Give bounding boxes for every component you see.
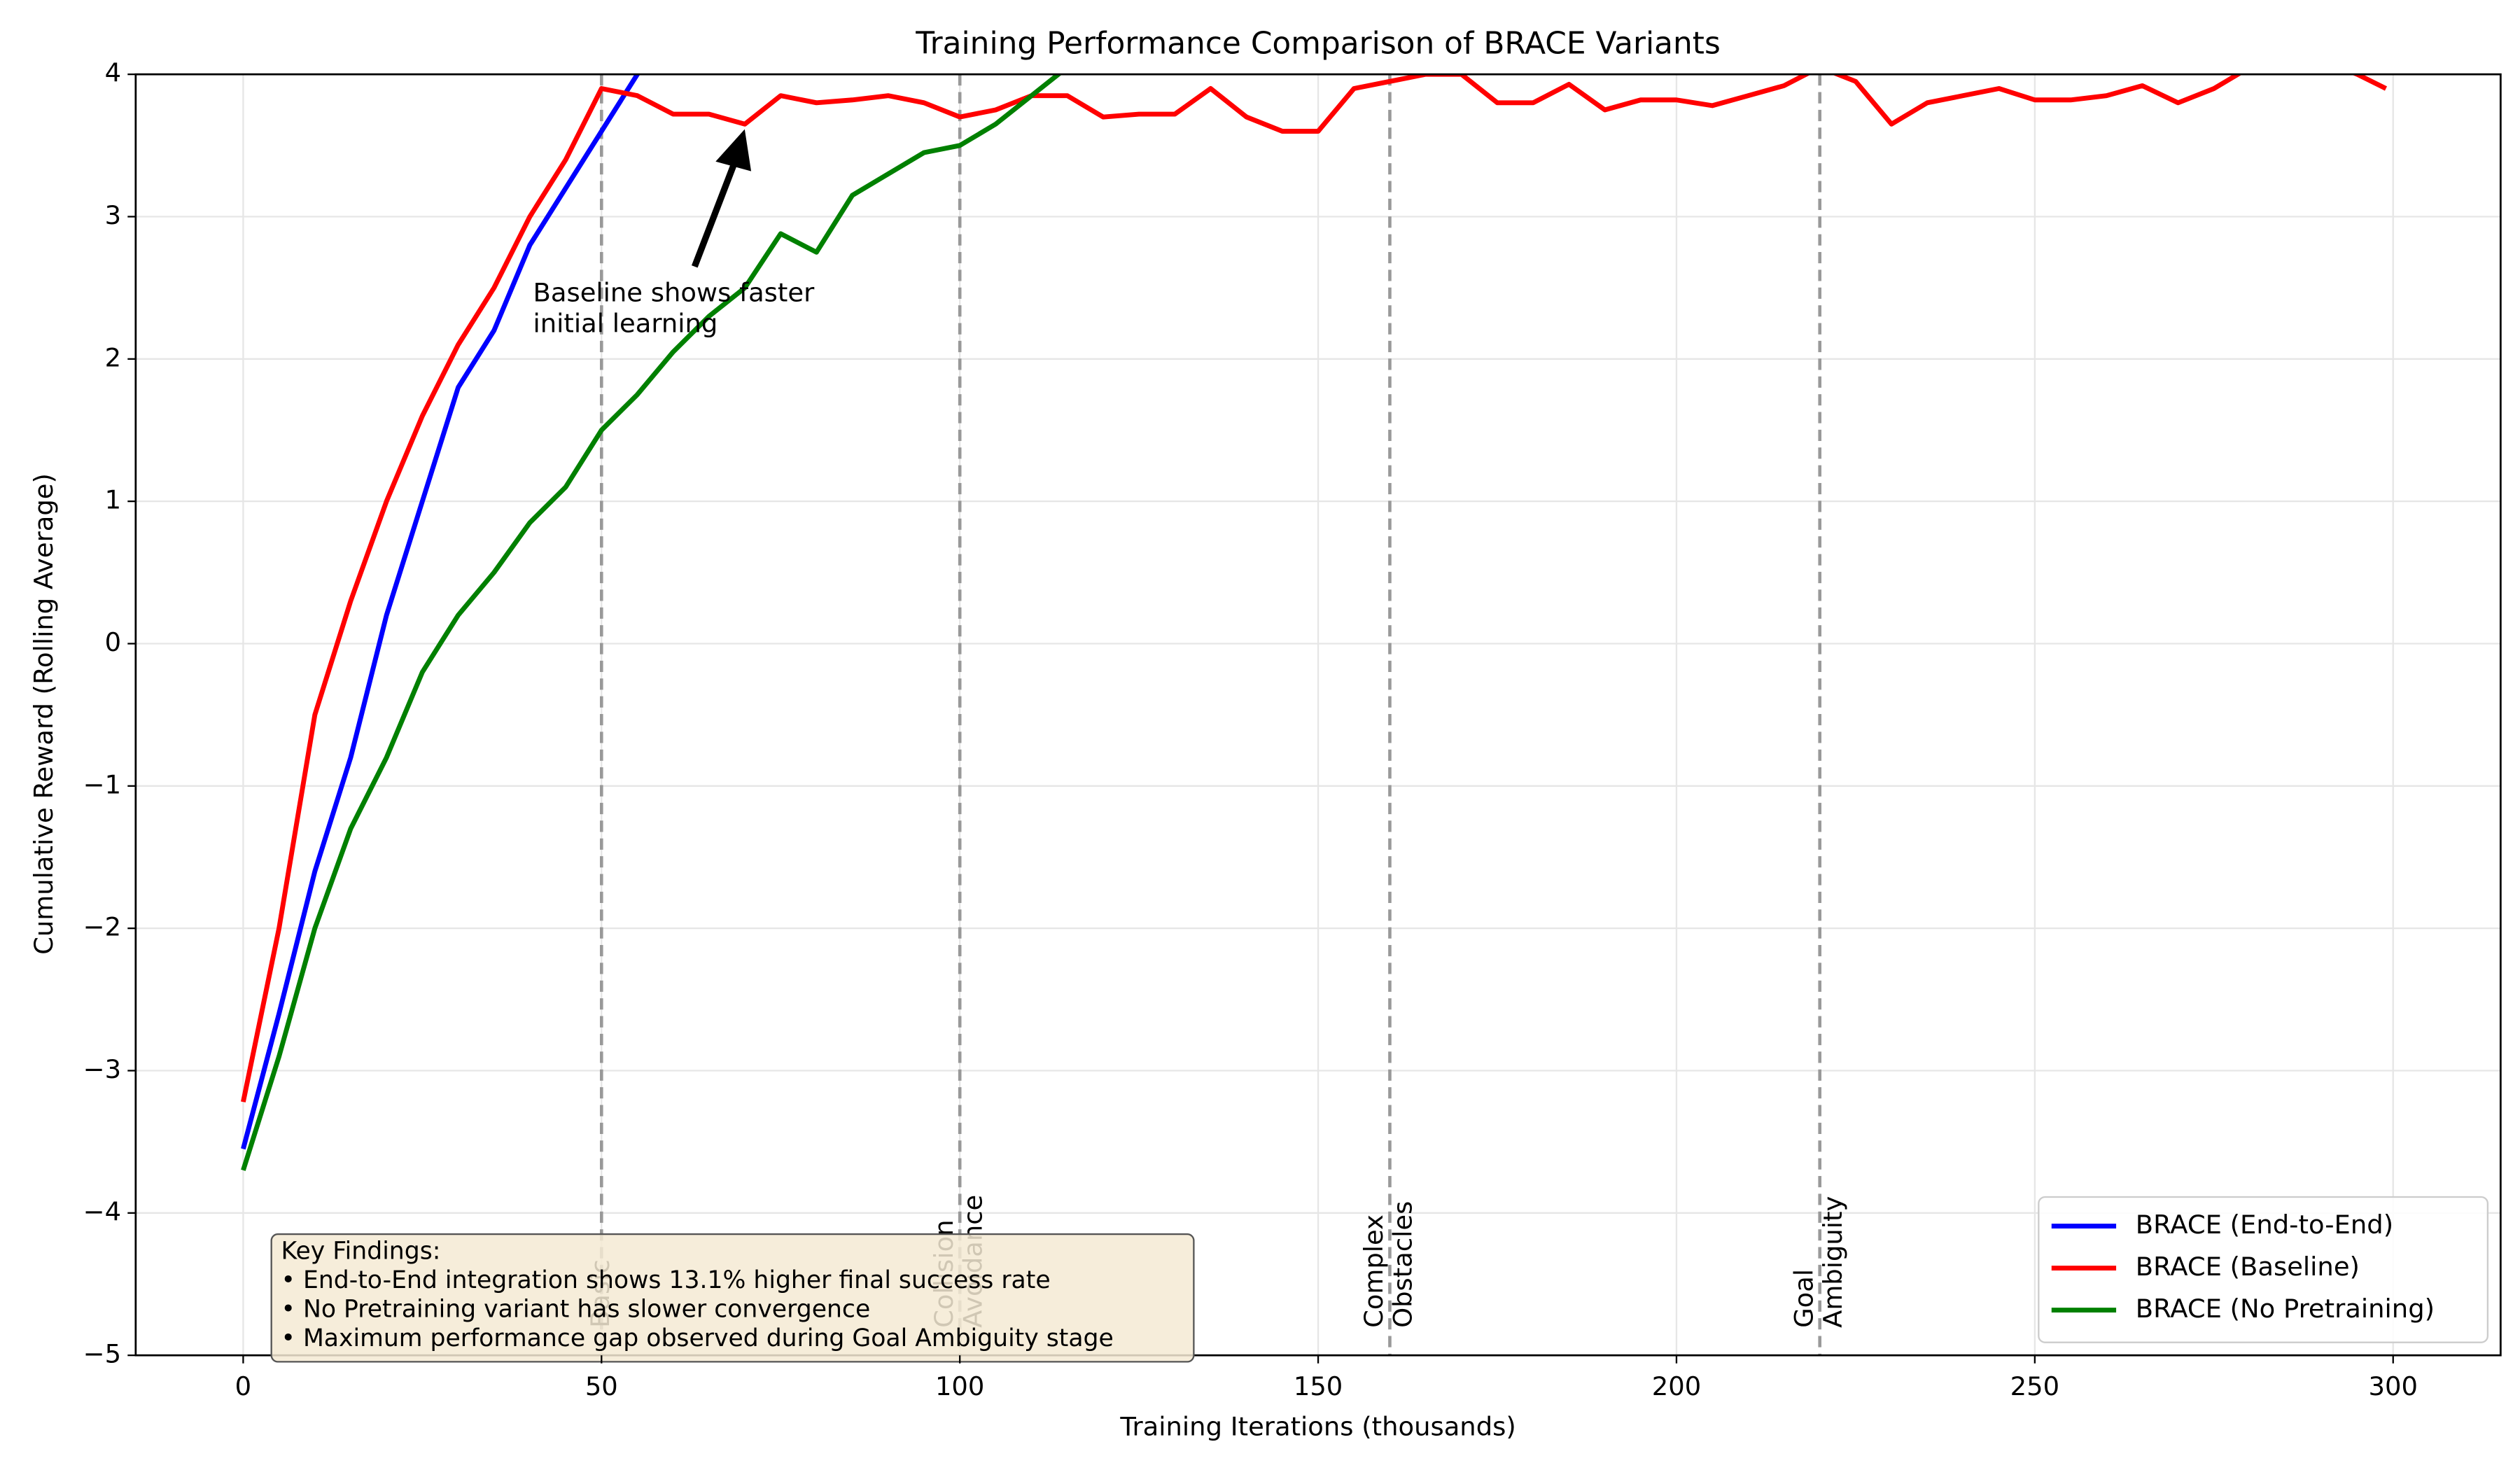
x-tick-label: 200 — [1652, 1371, 1701, 1401]
annotation-line: Baseline shows faster — [533, 278, 816, 308]
y-tick-label: −1 — [83, 769, 121, 799]
findings-line: Key Findings: — [281, 1237, 441, 1265]
series-line — [241, 74, 1063, 1171]
x-tick-label: 50 — [585, 1371, 618, 1401]
y-tick-label: 0 — [105, 627, 121, 657]
annotation-arrow — [691, 160, 738, 268]
stage-label: Goal — [1788, 1269, 1819, 1328]
annotation-line: initial learning — [533, 308, 718, 338]
x-axis-label: Training Iterations (thousands) — [1119, 1412, 1516, 1442]
y-tick-label: −2 — [83, 912, 121, 942]
legend-box — [2038, 1196, 2488, 1343]
y-tick-label: −3 — [83, 1054, 121, 1084]
y-tick-label: 1 — [105, 485, 121, 515]
y-tick-label: −4 — [83, 1196, 121, 1226]
x-tick-label: 100 — [935, 1371, 984, 1401]
x-tick-label: 300 — [2369, 1371, 2418, 1401]
legend-label: BRACE (End-to-End) — [2136, 1210, 2393, 1240]
y-tick-label: 4 — [105, 58, 121, 88]
findings-line: • End-to-End integration shows 13.1% hig… — [281, 1266, 1051, 1294]
y-axis-label: Cumulative Reward (Rolling Average) — [29, 473, 59, 955]
findings-line: • No Pretraining variant has slower conv… — [281, 1296, 871, 1324]
y-tick-label: −5 — [83, 1339, 121, 1369]
stage-label: Obstacles — [1388, 1201, 1418, 1328]
x-tick-label: 250 — [2010, 1371, 2059, 1401]
chart-title: Training Performance Comparison of BRACE… — [915, 26, 1721, 62]
series-line — [241, 74, 2388, 1102]
x-tick-label: 150 — [1294, 1371, 1343, 1401]
stage-label: Complex — [1359, 1214, 1389, 1328]
annotation-arrowhead — [715, 129, 752, 172]
findings-line: • Maximum performance gap observed durin… — [281, 1324, 1114, 1352]
y-tick-label: 2 — [105, 342, 121, 372]
series-line — [241, 74, 641, 1150]
x-tick-label: 0 — [235, 1371, 251, 1401]
findings-box — [270, 1233, 1195, 1363]
legend-label: BRACE (Baseline) — [2136, 1252, 2360, 1282]
legend-label: BRACE (No Pretraining) — [2136, 1294, 2435, 1324]
stage-label: Ambiguity — [1818, 1196, 1848, 1328]
y-tick-label: 3 — [105, 200, 121, 230]
